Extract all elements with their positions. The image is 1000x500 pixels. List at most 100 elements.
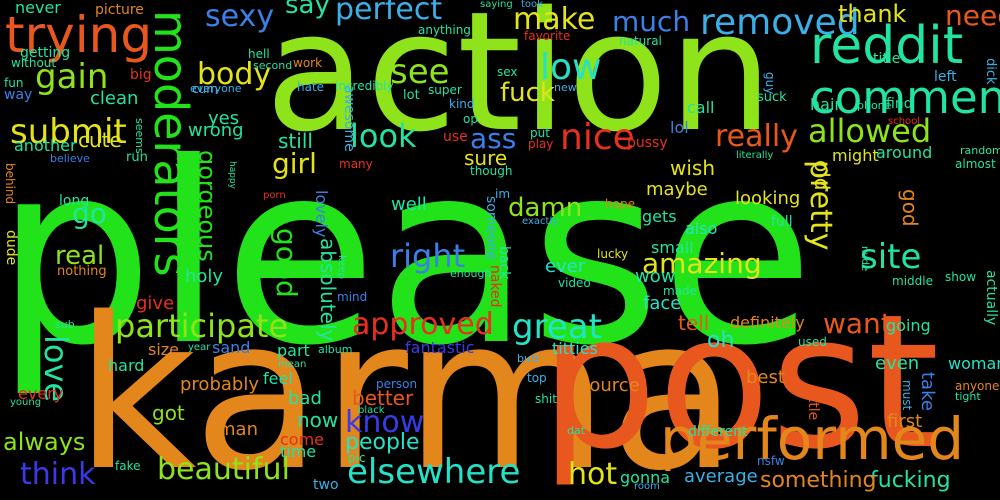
- word-two: two: [313, 477, 339, 493]
- word-fake: fake: [115, 459, 141, 473]
- word-site: site: [860, 237, 922, 277]
- word-amazing: amazing: [642, 247, 762, 280]
- word-need: need: [945, 0, 1000, 32]
- word-also: also: [685, 219, 718, 238]
- word-reddit: reddit: [810, 16, 964, 76]
- word-much: much: [612, 5, 691, 38]
- word-want: want: [823, 307, 892, 340]
- word-gets: gets: [642, 207, 677, 226]
- word-titties: titties: [552, 339, 598, 358]
- word-comment: comment: [810, 71, 1000, 124]
- word-hell: hell: [248, 47, 270, 61]
- word-yes: yes: [208, 108, 240, 129]
- word-lol: lol: [670, 118, 689, 137]
- word-clean: clean: [90, 88, 139, 109]
- word-give: give: [136, 293, 175, 314]
- word-album: album: [318, 343, 353, 356]
- word-cum: cum: [192, 82, 218, 96]
- word-holy: holy: [185, 266, 224, 287]
- word-young: young: [10, 397, 42, 408]
- word-still: still: [278, 129, 313, 153]
- word-getting: getting: [20, 45, 71, 61]
- word-go: go: [72, 197, 107, 230]
- word-anything: anything: [418, 23, 471, 37]
- word-allowed: allowed: [808, 112, 932, 150]
- word-work: work: [293, 56, 323, 70]
- word-suck: suck: [757, 90, 787, 105]
- word-lovely: lovely: [312, 190, 331, 238]
- word-always: always: [3, 428, 86, 456]
- word-think: think: [20, 457, 96, 492]
- word-awesome: awesome: [341, 85, 357, 152]
- word-love: love: [37, 335, 75, 403]
- word-something: something: [760, 468, 877, 493]
- word-ass: ass: [470, 122, 517, 155]
- word-pussy: pussy: [627, 135, 668, 151]
- word-going: going: [886, 316, 931, 335]
- word-part: part: [277, 341, 310, 360]
- word-im: im: [495, 187, 511, 201]
- word-butt: butt: [517, 352, 540, 365]
- word-cute: cute: [78, 128, 122, 152]
- word-second: second: [253, 59, 293, 72]
- word-many: many: [339, 157, 373, 171]
- word-super: super: [428, 83, 462, 97]
- word-incredibly: incredibly: [335, 79, 394, 93]
- word-absolutely: absolutely: [316, 238, 340, 342]
- word-pic: pic: [348, 451, 366, 465]
- word-left: left: [934, 69, 957, 85]
- word-took: took: [521, 0, 543, 10]
- word-post: post: [540, 274, 940, 490]
- word-video: video: [558, 276, 591, 290]
- word-beautiful: beautiful: [157, 452, 290, 487]
- word-better: better: [352, 386, 414, 410]
- word-around: around: [876, 143, 933, 162]
- word-never: never: [15, 0, 61, 17]
- word-might: might: [832, 146, 879, 165]
- word-first: first: [887, 411, 923, 432]
- word-nude: nude: [859, 246, 870, 272]
- word-behind: behind: [3, 163, 17, 205]
- word-please: please: [0, 109, 815, 400]
- word-used: used: [798, 335, 827, 349]
- word-god: god: [898, 189, 922, 227]
- word-run: run: [126, 150, 148, 165]
- word-school: school: [888, 116, 921, 127]
- word-good: good: [270, 228, 303, 298]
- word-even: even: [875, 353, 920, 374]
- word-different: different: [688, 424, 748, 440]
- word-hot: hot: [568, 457, 618, 492]
- word-guy: guy: [763, 72, 777, 95]
- word-someone: someone: [483, 196, 499, 261]
- word-woman: woman: [948, 354, 1000, 373]
- word-random: random: [960, 144, 1000, 157]
- word-pretty: pretty: [803, 160, 838, 251]
- word-full: full: [771, 214, 793, 230]
- word-dude: dude: [3, 230, 19, 266]
- word-average: average: [684, 466, 758, 487]
- word-hair: hair: [810, 95, 841, 114]
- word-damn: damn: [508, 193, 583, 223]
- word-great: great: [512, 307, 602, 347]
- word-ever: ever: [545, 256, 586, 277]
- word-oh: oh: [707, 328, 735, 353]
- word-really: really: [715, 119, 798, 154]
- word-hope: hope: [605, 197, 635, 211]
- word-fun: fun: [4, 76, 24, 90]
- word-sand: sand: [212, 338, 251, 357]
- word-call: call: [687, 98, 715, 117]
- word-moderators: moderators: [144, 10, 198, 277]
- word-person: person: [376, 377, 418, 391]
- word-back: back: [496, 246, 512, 280]
- word-put: put: [530, 126, 550, 140]
- word-fantastic: fantastic: [405, 338, 475, 357]
- word-enough: enough: [450, 267, 492, 280]
- word-hard: hard: [108, 356, 145, 375]
- word-hate: hate: [297, 80, 325, 94]
- word-size: size: [148, 340, 180, 359]
- word-happy: happy: [227, 161, 237, 189]
- word-bad: bad: [288, 388, 322, 409]
- word-face: face: [643, 293, 682, 314]
- word-lot: lot: [403, 88, 420, 103]
- word-see: see: [390, 52, 450, 92]
